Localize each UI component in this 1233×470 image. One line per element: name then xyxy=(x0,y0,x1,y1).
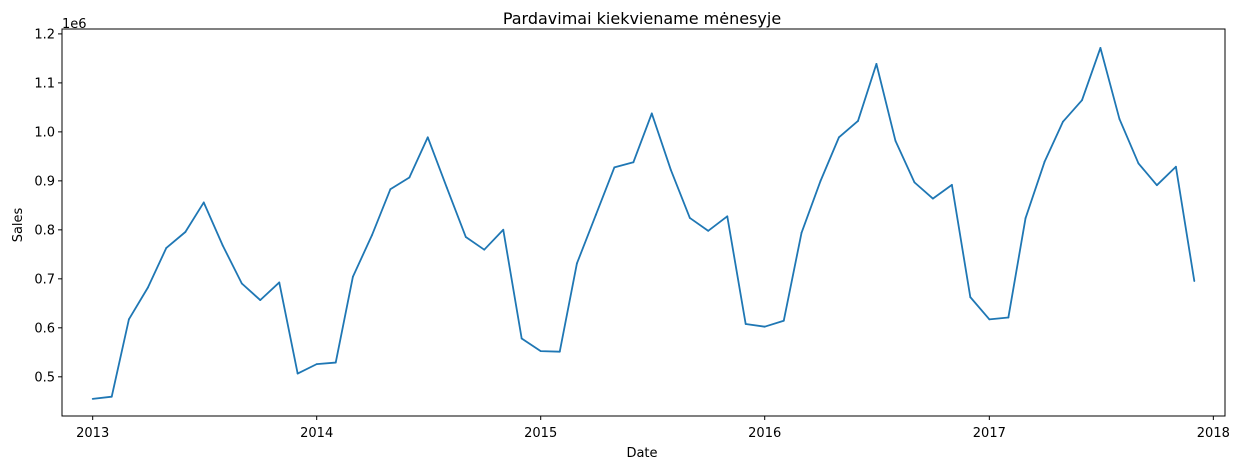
data-point xyxy=(240,282,243,285)
y-tick-label: 0.7 xyxy=(34,272,55,287)
data-point xyxy=(502,228,505,231)
data-point xyxy=(1007,316,1010,319)
data-point xyxy=(988,318,991,321)
data-point xyxy=(389,188,392,191)
data-point xyxy=(202,201,205,204)
data-point xyxy=(763,325,766,328)
data-point xyxy=(688,217,691,219)
data-point xyxy=(127,318,130,321)
data-point xyxy=(259,299,262,301)
data-point xyxy=(669,168,672,171)
data-point xyxy=(819,179,822,182)
data-point xyxy=(1118,118,1121,120)
data-point xyxy=(1062,120,1064,123)
data-point xyxy=(931,197,934,200)
data-point xyxy=(1137,162,1140,165)
y-tick-label: 1.0 xyxy=(34,125,55,140)
x-tick-label: 2013 xyxy=(76,426,109,441)
x-axis-label: Date xyxy=(626,446,657,461)
data-point xyxy=(632,161,635,164)
data-point xyxy=(894,139,897,142)
y-tick-label: 0.9 xyxy=(34,174,55,189)
data-point xyxy=(147,286,149,289)
y-tick-label: 0.5 xyxy=(34,370,55,385)
data-point xyxy=(558,350,561,353)
data-point xyxy=(613,166,616,169)
data-point xyxy=(707,229,710,232)
data-point xyxy=(1193,280,1196,282)
y-tick-label: 1.1 xyxy=(34,76,55,91)
data-point xyxy=(464,236,467,238)
data-point xyxy=(483,248,486,251)
data-point xyxy=(278,281,281,284)
plot-frame xyxy=(61,28,1226,417)
data-point xyxy=(352,275,354,278)
x-tick-label: 2015 xyxy=(524,426,557,441)
data-point xyxy=(445,186,448,189)
data-point xyxy=(969,296,972,299)
data-point xyxy=(296,372,299,375)
data-point xyxy=(576,262,578,265)
data-point xyxy=(1155,184,1158,187)
x-tick-label: 2016 xyxy=(748,426,781,441)
data-point xyxy=(91,398,94,400)
data-point xyxy=(650,112,653,115)
data-point xyxy=(726,215,729,218)
data-point xyxy=(1175,165,1177,168)
data-point xyxy=(520,337,523,340)
data-point xyxy=(838,136,840,139)
data-point xyxy=(221,244,224,247)
y-tick-label: 1.2 xyxy=(34,27,55,42)
x-tick-label: 2018 xyxy=(1197,426,1230,441)
data-point xyxy=(408,176,411,179)
y-tick-label: 0.8 xyxy=(34,223,55,238)
data-point xyxy=(800,231,803,234)
y-axis-offset-label: 1e6 xyxy=(62,17,87,32)
x-tick-label: 2014 xyxy=(300,426,333,441)
data-point xyxy=(913,181,916,184)
x-tick-label: 2017 xyxy=(973,426,1006,441)
data-point xyxy=(875,62,878,65)
data-point xyxy=(1099,47,1102,49)
y-axis-label: Sales xyxy=(11,207,26,242)
data-point xyxy=(334,361,337,364)
sales-series-line xyxy=(92,47,1196,400)
data-point xyxy=(595,213,597,216)
data-point xyxy=(950,183,953,186)
data-point xyxy=(857,120,859,122)
y-tick-label: 0.6 xyxy=(34,321,55,336)
data-point xyxy=(539,350,542,352)
data-point xyxy=(744,323,747,325)
plot-area: 0.5 0.6 0.7 0.8 0.9 1.0 1.1 1.2 2013 2014 2015 2016… xyxy=(34,27,1230,441)
data-point xyxy=(315,363,318,366)
data-point xyxy=(184,231,187,233)
data-point xyxy=(165,246,168,249)
data-point xyxy=(1024,217,1027,220)
data-point xyxy=(782,319,785,322)
data-point xyxy=(1043,160,1046,163)
data-point xyxy=(426,136,429,139)
data-point xyxy=(371,234,373,237)
data-point xyxy=(1081,99,1083,102)
chart-title: Pardavimai kiekviename mėnesyje xyxy=(503,9,781,28)
data-point xyxy=(110,395,113,398)
